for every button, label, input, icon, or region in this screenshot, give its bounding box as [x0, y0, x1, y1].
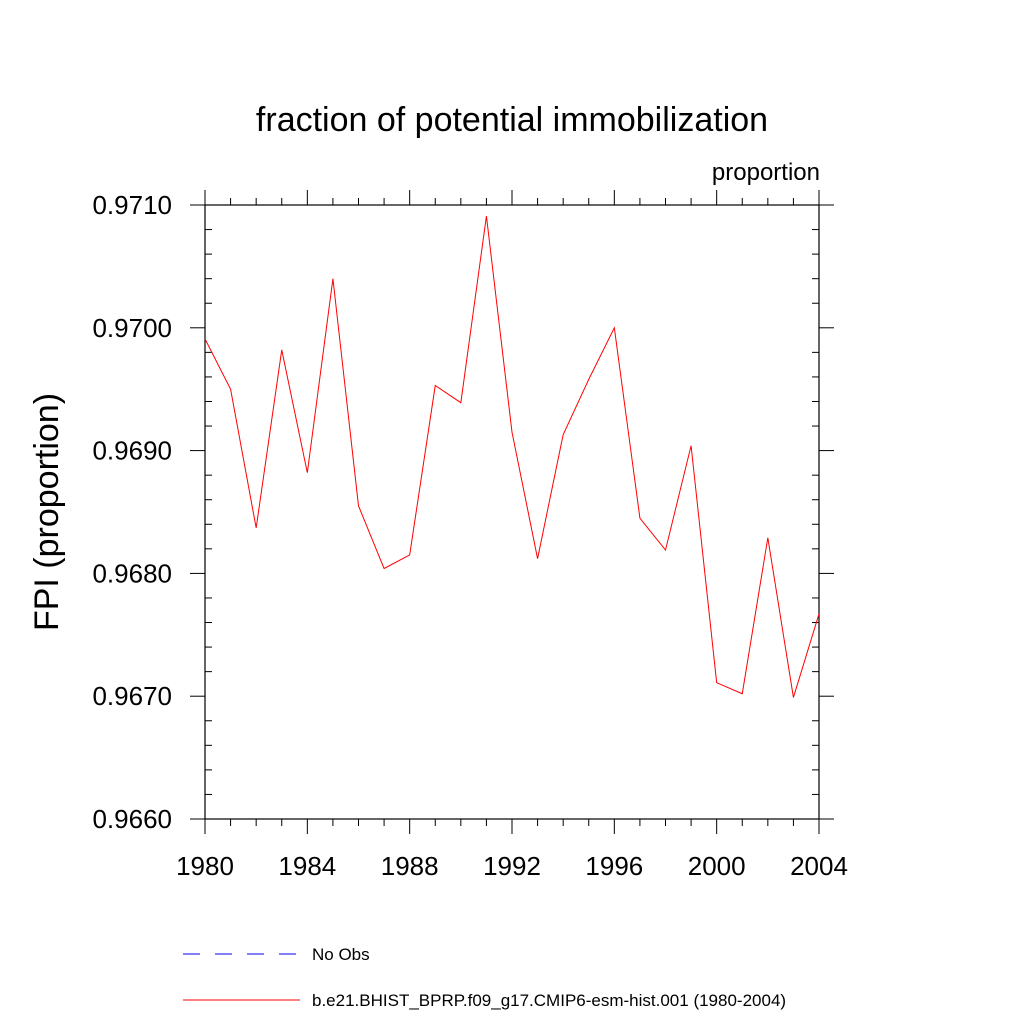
- y-tick-label: 0.9710: [92, 190, 172, 220]
- series-group: [204, 215, 820, 698]
- plot-frame: [204, 204, 820, 820]
- y-tick-label: 0.9670: [92, 681, 172, 711]
- x-tick-label: 1988: [381, 851, 439, 881]
- legend-label: No Obs: [312, 945, 370, 964]
- axis-tick-labels: 1980 1984 1988 1992 1996 2000 2004 0.9660 0.9670…: [92, 190, 847, 881]
- y-axis-label: FPI (proportion): [28, 393, 66, 631]
- axis-ticks: [190, 190, 834, 834]
- x-tick-label: 2000: [688, 851, 746, 881]
- y-tick-label: 0.9700: [92, 313, 172, 343]
- x-tick-label: 1980: [176, 851, 234, 881]
- x-tick-label: 2004: [790, 851, 848, 881]
- legend-label: b.e21.BHIST_BPRP.f09_g17.CMIP6-esm-hist.…: [312, 991, 786, 1010]
- chart-title: fraction of potential immobilization: [256, 101, 768, 139]
- y-tick-label: 0.9680: [92, 558, 172, 588]
- x-tick-label: 1992: [483, 851, 541, 881]
- series-line-fpi: [204, 215, 820, 698]
- units-label: proportion: [712, 159, 820, 186]
- y-tick-label: 0.9660: [92, 804, 172, 834]
- x-tick-label: 1996: [585, 851, 643, 881]
- y-tick-label: 0.9690: [92, 436, 172, 466]
- x-tick-label: 1984: [278, 851, 336, 881]
- legend: No Obs b.e21.BHIST_BPRP.f09_g17.CMIP6-esm…: [183, 945, 786, 1010]
